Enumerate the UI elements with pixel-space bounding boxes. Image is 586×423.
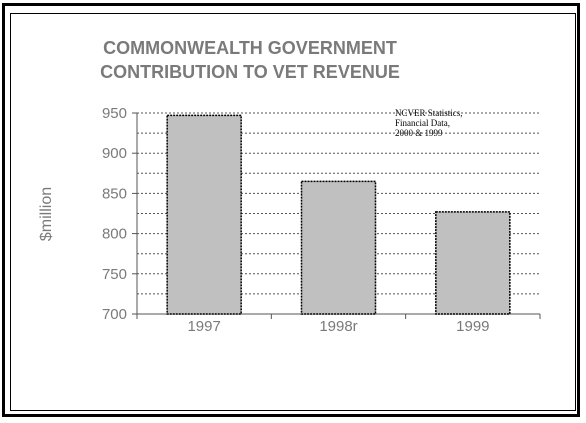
y-tick-label: 800 bbox=[102, 226, 127, 243]
outer-frame bbox=[2, 3, 580, 417]
y-tick-label: 950 bbox=[102, 105, 127, 122]
x-tick-label: 1997 bbox=[187, 318, 220, 335]
x-tick-label: 1999 bbox=[456, 318, 489, 335]
chart-title-line-2: CONTRIBUTION TO VET REVENUE bbox=[100, 62, 400, 82]
chart-title: COMMONWEALTH GOVERNMENT CONTRIBUTION TO … bbox=[60, 36, 440, 84]
y-tick-label: 850 bbox=[102, 185, 127, 202]
y-tick-label: 750 bbox=[102, 266, 127, 283]
bar bbox=[166, 114, 242, 315]
bar bbox=[300, 180, 377, 315]
y-tick-label: 700 bbox=[102, 306, 127, 323]
bar bbox=[435, 211, 511, 315]
source-line-2: Financial Data, bbox=[395, 118, 450, 128]
source-line-1: NCVER Statistics, bbox=[395, 108, 463, 118]
inner-frame bbox=[10, 13, 576, 411]
chart-title-line-1: COMMONWEALTH GOVERNMENT bbox=[103, 38, 397, 58]
y-tick-label: 900 bbox=[102, 145, 127, 162]
x-tick-label: 1998r bbox=[319, 318, 357, 335]
